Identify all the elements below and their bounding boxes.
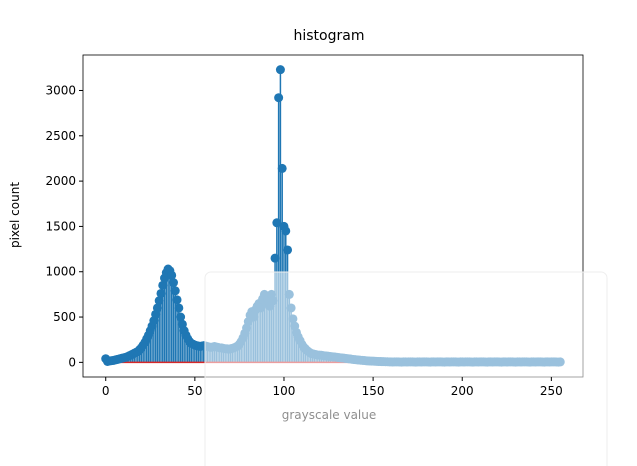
x-tick-label: 50 bbox=[187, 384, 202, 398]
stem-marker bbox=[283, 245, 293, 255]
stem-marker bbox=[272, 218, 282, 228]
stem-marker bbox=[270, 253, 280, 263]
y-tick-label: 1000 bbox=[45, 265, 76, 279]
overlay-panel bbox=[204, 271, 608, 466]
stem-marker bbox=[275, 65, 285, 75]
y-tick-label: 3000 bbox=[45, 83, 76, 97]
stem-marker bbox=[168, 278, 178, 288]
stem-marker bbox=[156, 288, 166, 298]
stem-marker bbox=[277, 163, 287, 173]
stem-marker bbox=[281, 226, 291, 236]
stem-marker bbox=[274, 93, 284, 103]
y-tick-label: 2000 bbox=[45, 174, 76, 188]
x-tick-label: 150 bbox=[362, 384, 385, 398]
stem-marker bbox=[152, 303, 162, 313]
stem-marker bbox=[170, 286, 180, 296]
stem-marker bbox=[174, 303, 184, 313]
stem-marker bbox=[172, 295, 182, 305]
stem-marker bbox=[154, 296, 164, 306]
y-axis-label: pixel count bbox=[8, 182, 22, 248]
x-tick-label: 0 bbox=[102, 384, 110, 398]
x-tick-label: 100 bbox=[273, 384, 296, 398]
y-tick-label: 2500 bbox=[45, 129, 76, 143]
y-tick-label: 0 bbox=[68, 355, 76, 369]
stem-marker bbox=[158, 280, 168, 290]
stem-marker bbox=[167, 270, 177, 280]
chart-title: histogram bbox=[294, 28, 365, 44]
x-tick-label: 250 bbox=[540, 384, 563, 398]
y-tick-label: 500 bbox=[53, 310, 76, 324]
x-tick-label: 200 bbox=[451, 384, 474, 398]
y-tick-label: 1500 bbox=[45, 219, 76, 233]
stem-marker bbox=[176, 312, 186, 322]
